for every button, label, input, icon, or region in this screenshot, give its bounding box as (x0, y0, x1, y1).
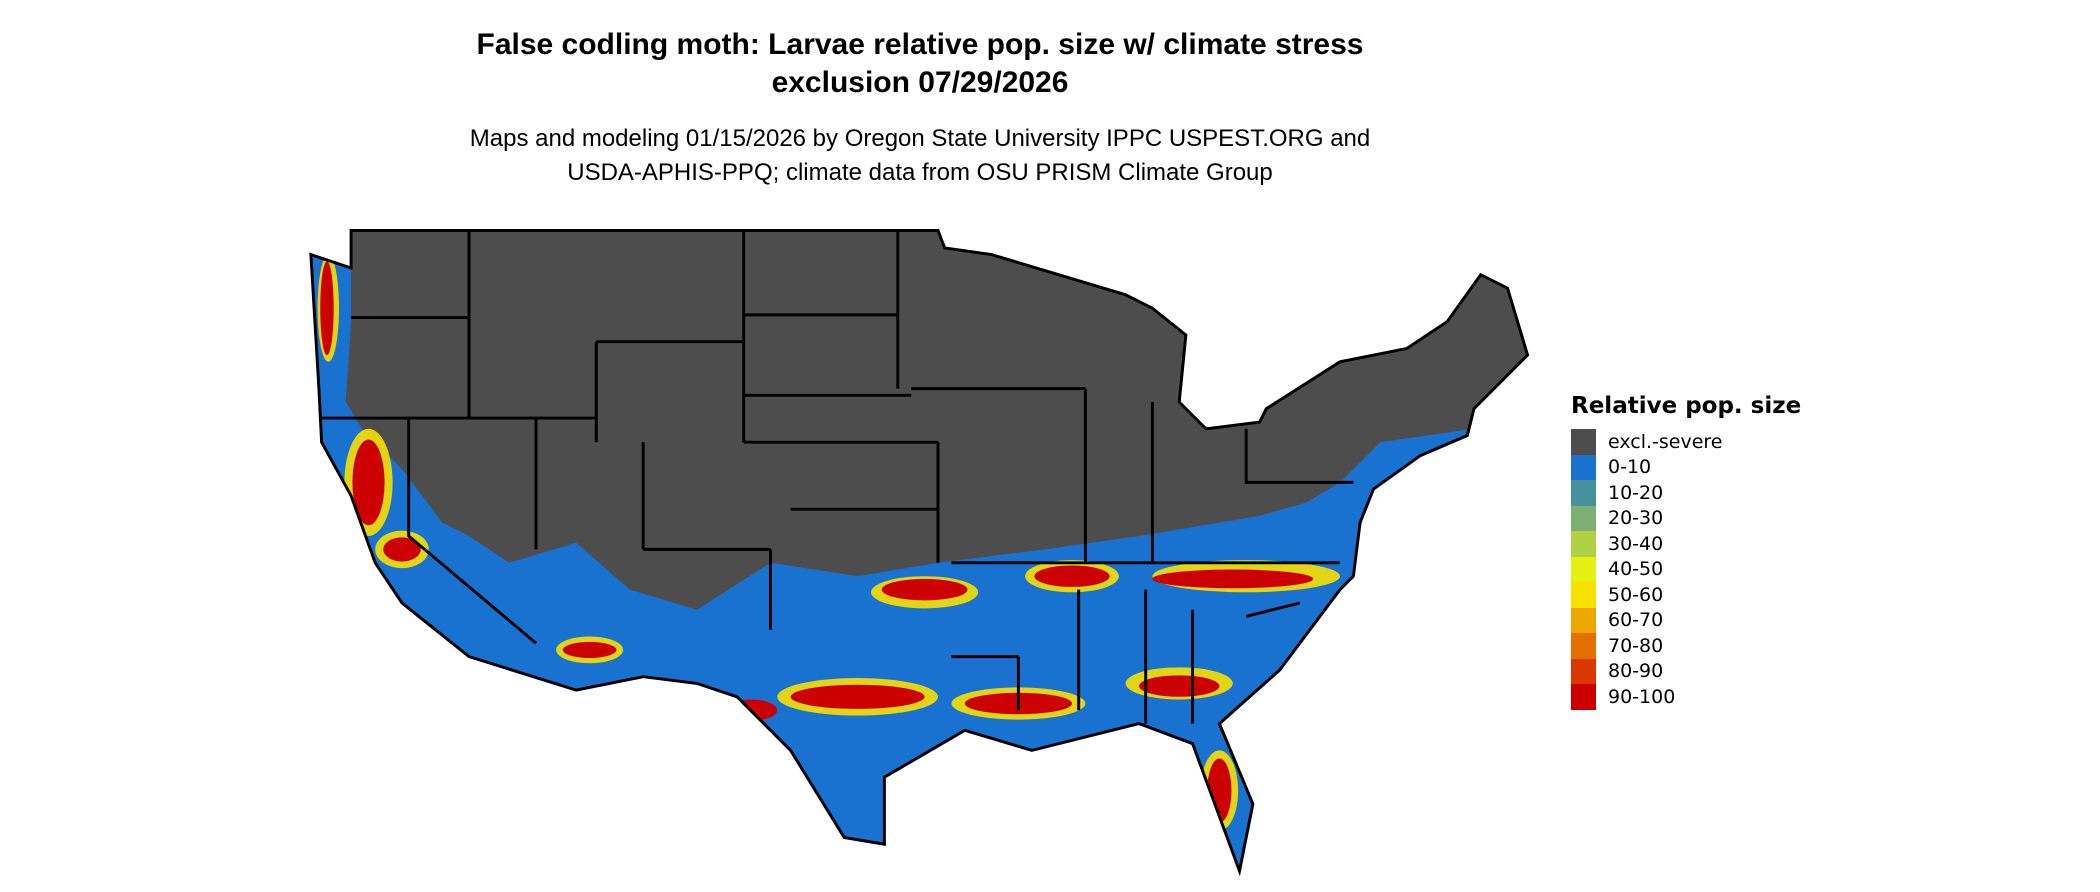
legend-item: 40-50 (1571, 556, 1801, 582)
legend: Relative pop. size excl.-severe 0-10 10-20… (1571, 393, 1801, 710)
legend-item: 60-70 (1571, 607, 1801, 633)
legend-items: excl.-severe 0-10 10-20 20-30 30-40 40-50 50-6… (1571, 429, 1801, 710)
legend-label: 0-10 (1608, 456, 1652, 479)
map-title-line-2: exclusion 07/29/2026 (771, 66, 1069, 99)
legend-label: 10-20 (1608, 481, 1664, 504)
state-borders (309, 229, 1530, 873)
legend-swatch (1571, 531, 1596, 557)
map-subtitle-line-1: Maps and modeling 01/15/2026 by Oregon S… (469, 125, 1371, 152)
legend-item: 10-20 (1571, 480, 1801, 506)
legend-item: 30-40 (1571, 531, 1801, 557)
legend-swatch (1571, 582, 1596, 608)
legend-item: 20-30 (1571, 505, 1801, 531)
legend-label: 50-60 (1608, 583, 1664, 606)
legend-label: 30-40 (1608, 532, 1664, 555)
legend-swatch (1571, 480, 1596, 506)
legend-swatch (1571, 633, 1596, 659)
map-subtitle-line-2: USDA-APHIS-PPQ; climate data from OSU PR… (567, 159, 1273, 186)
legend-label: excl.-severe (1608, 430, 1723, 453)
legend-swatch (1571, 429, 1596, 455)
legend-label: 60-70 (1608, 609, 1664, 632)
legend-swatch (1571, 505, 1596, 531)
legend-title: Relative pop. size (1571, 393, 1802, 419)
legend-swatch (1571, 454, 1596, 480)
legend-label: 90-100 (1608, 685, 1676, 708)
legend-label: 70-80 (1608, 634, 1664, 657)
legend-item: excl.-severe (1571, 429, 1801, 455)
legend-item: 50-60 (1571, 582, 1801, 608)
legend-item: 90-100 (1571, 684, 1801, 710)
legend-item: 80-90 (1571, 658, 1801, 684)
legend-swatch (1571, 684, 1596, 710)
legend-swatch (1571, 607, 1596, 633)
legend-label: 80-90 (1608, 660, 1664, 683)
legend-swatch (1571, 658, 1596, 684)
legend-item: 0-10 (1571, 454, 1801, 480)
legend-item: 70-80 (1571, 633, 1801, 659)
legend-label: 40-50 (1608, 558, 1664, 581)
legend-label: 20-30 (1608, 507, 1664, 530)
map-title-line-1: False codling moth: Larvae relative pop.… (476, 28, 1364, 61)
legend-swatch (1571, 556, 1596, 582)
